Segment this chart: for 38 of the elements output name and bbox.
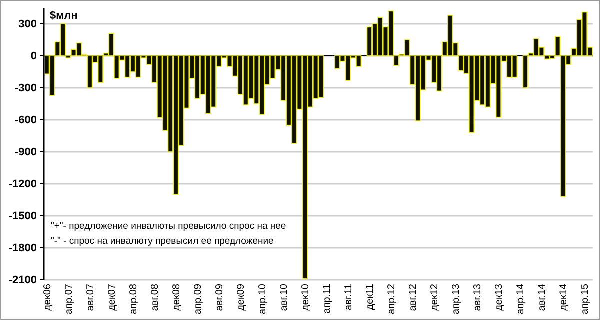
y-tick-label: 0: [30, 50, 37, 63]
x-tick-label: дек12: [430, 284, 441, 311]
y-tick-label: -600: [14, 114, 37, 127]
x-tick-label: апр.08: [128, 284, 140, 314]
x-tick-label: дек08: [171, 284, 182, 311]
annotation: "-" - спрос на инвалюту превысил ее предложение: [51, 236, 274, 247]
y-tick-label: 300: [18, 18, 37, 31]
x-tick-label: апр.09: [192, 284, 204, 314]
x-tick-label: дек10: [300, 284, 312, 311]
x-tick-label: авг.14: [537, 284, 548, 312]
y-tick-label: -2100: [8, 274, 37, 287]
x-tick-label: апр.13: [451, 284, 462, 314]
x-tick-label: дек07: [106, 284, 118, 311]
x-tick-label: апр.07: [64, 284, 75, 314]
x-tick-label: авг.11: [344, 284, 355, 310]
x-tick-label: авг.13: [472, 284, 484, 312]
x-tick-label: апр.10: [258, 284, 269, 314]
x-tick-label: авг.09: [214, 284, 226, 312]
x-tick-label: дек11: [365, 284, 376, 310]
y-tick-label: -1200: [8, 178, 37, 191]
x-tick-label: апр.11: [322, 284, 334, 314]
y-axis-title: $млн: [50, 10, 78, 22]
x-tick-label: апр.15: [580, 284, 592, 314]
x-tick-label: дек09: [236, 284, 248, 311]
x-tick-label: апр.14: [516, 284, 527, 314]
x-tick-label: авг.12: [408, 284, 420, 312]
y-tick-label: -1800: [8, 242, 37, 255]
x-tick-label: авг.07: [85, 284, 96, 312]
y-tick-label: -300: [14, 82, 37, 95]
annotation: "+"- предложение инвалюты превысило спрос на нее: [51, 221, 286, 232]
x-tick-label: дек06: [42, 284, 54, 311]
x-tick-label: дек13: [494, 284, 506, 311]
x-tick-label: апр.12: [386, 284, 398, 314]
x-tick-label: авг.08: [150, 284, 161, 312]
x-tick-label: авг.10: [279, 284, 290, 312]
y-tick-label: -900: [14, 146, 37, 159]
y-tick-label: -1500: [8, 210, 37, 223]
x-tick-label: дек14: [558, 284, 570, 311]
